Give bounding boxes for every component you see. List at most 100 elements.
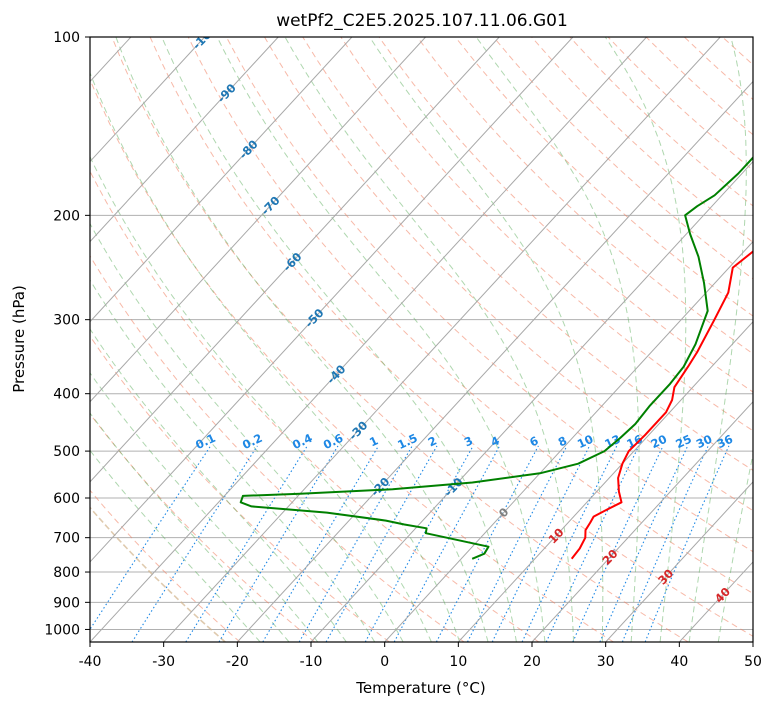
dry-adiabat xyxy=(111,37,689,642)
isotherm--40 xyxy=(90,37,647,642)
line-labels-layer: 0.1 0.2 0.4 0.6 1 1.5 2 3 4 6 8 10 13 16 20 25 30 36-100-… xyxy=(190,37,735,606)
isotherm--120 xyxy=(0,37,57,642)
y-tick-label-800: 800 xyxy=(53,565,80,581)
x-tick-label--20: -20 xyxy=(226,654,249,670)
x-tick-label--30: -30 xyxy=(152,654,175,670)
isotherm--100 xyxy=(90,37,205,163)
moist-adiabat xyxy=(369,37,604,642)
y-tick-label-200: 200 xyxy=(53,208,80,224)
moist-adiabat xyxy=(475,37,640,642)
moist-adiabat xyxy=(90,279,376,642)
moist-adiabat xyxy=(90,222,404,642)
y-axis-title: Pressure (hPa) xyxy=(10,285,28,393)
isotherm--60 xyxy=(90,37,500,483)
mixing-ratio-label-0.2: 0.2 xyxy=(240,431,264,452)
moist-adiabat xyxy=(717,451,753,642)
mixing-ratio-label-10: 10 xyxy=(575,432,595,451)
dry-adiabat xyxy=(149,37,753,637)
mixing-ratio-layer xyxy=(90,445,730,642)
dry-adiabats-layer xyxy=(90,37,775,642)
dry-adiabat xyxy=(722,37,753,66)
moist-adiabat xyxy=(115,37,489,642)
x-tick-label-50: 50 xyxy=(744,654,762,670)
y-tick-label-100: 100 xyxy=(53,30,80,46)
isotherm-30 xyxy=(605,481,753,642)
mixing-ratio-label-1: 1 xyxy=(367,433,380,449)
dry-adiabat xyxy=(531,37,753,243)
x-tick-label-0: 0 xyxy=(380,654,389,670)
dry-adiabat xyxy=(225,37,753,553)
dewpoint-profile xyxy=(239,156,753,560)
mixing-ratio-label-6: 6 xyxy=(527,433,540,449)
isotherms-layer xyxy=(0,37,753,642)
moist-adiabat xyxy=(216,37,546,642)
dry-adiabat xyxy=(187,37,753,595)
y-tick-label-700: 700 xyxy=(53,531,80,547)
mixing-ratio-label-25: 25 xyxy=(673,432,693,451)
isotherm--70 xyxy=(90,37,426,403)
mixing-ratio-line-3 xyxy=(364,445,474,642)
series-layer xyxy=(239,156,753,560)
grid-layer xyxy=(90,37,753,630)
isotherm-10 xyxy=(457,320,753,642)
moist-adiabat xyxy=(90,328,347,642)
dry-adiabat xyxy=(340,37,753,432)
isotherm-0 xyxy=(384,240,753,642)
mixing-ratio-line-0.6 xyxy=(218,445,339,642)
y-tick-label-900: 900 xyxy=(53,595,80,611)
mixing-ratio-label-0.4: 0.4 xyxy=(290,431,314,452)
moist-adiabat xyxy=(604,37,687,642)
mixing-ratio-line-36 xyxy=(644,445,730,642)
isotherm-20 xyxy=(531,401,753,642)
mixing-ratio-line-10 xyxy=(491,445,590,642)
temperature-profile xyxy=(570,250,753,560)
mixing-ratio-line-8 xyxy=(467,445,568,642)
x-tick-label-20: 20 xyxy=(523,654,541,670)
dry-adiabat xyxy=(90,413,316,642)
isotherm--90 xyxy=(90,37,279,243)
chart-title: wetPf2_C2E5.2025.107.11.06.G01 xyxy=(276,11,568,31)
isotherm-50 xyxy=(752,641,753,642)
moist-adiabat xyxy=(284,37,575,642)
y-tick-label-1000: 1000 xyxy=(44,622,80,638)
dry-adiabat xyxy=(761,37,775,642)
plot-frame xyxy=(89,36,754,643)
dry-adiabat xyxy=(90,335,390,642)
mixing-ratio-line-4 xyxy=(393,445,501,642)
dry-adiabat xyxy=(90,254,465,642)
moist-adiabat xyxy=(90,412,290,642)
moist-adiabat xyxy=(90,372,319,642)
x-tick-label--10: -10 xyxy=(300,654,323,670)
dry-adiabat xyxy=(90,170,540,642)
y-tick-label-500: 500 xyxy=(53,444,80,460)
mixing-ratio-line-0.4 xyxy=(185,445,308,642)
y-tick-label-400: 400 xyxy=(53,387,80,403)
isotherm--30 xyxy=(163,37,721,642)
mixing-ratio-label-1.5: 1.5 xyxy=(395,431,419,452)
mixing-ratio-label-3: 3 xyxy=(462,433,475,449)
mixing-ratio-label-20: 20 xyxy=(649,432,669,451)
mixing-ratio-label-16: 16 xyxy=(624,432,644,451)
dry-adiabat xyxy=(607,37,753,171)
reference-curve xyxy=(90,506,226,642)
mixing-ratio-label-36: 36 xyxy=(715,432,735,451)
isotherm--10 xyxy=(310,160,753,642)
moist-adiabat xyxy=(161,37,517,642)
isotherm--20 xyxy=(236,80,753,642)
dry-adiabat xyxy=(90,489,241,642)
moist-adiabats-layer xyxy=(90,37,753,642)
x-tick-label-30: 30 xyxy=(597,654,615,670)
isotherm--80 xyxy=(90,37,353,323)
x-axis-title: Temperature (°C) xyxy=(355,679,485,697)
moist-adiabat xyxy=(90,71,461,642)
moist-adiabat xyxy=(90,155,432,642)
isotherm--50 xyxy=(90,37,574,563)
isotherm-40 xyxy=(678,561,753,642)
x-tick-label-10: 10 xyxy=(449,654,467,670)
mixing-ratio-line-1 xyxy=(262,445,380,642)
dry-adiabat xyxy=(264,37,753,512)
dry-adiabat xyxy=(90,78,614,642)
mixing-ratio-line-16 xyxy=(545,445,640,642)
